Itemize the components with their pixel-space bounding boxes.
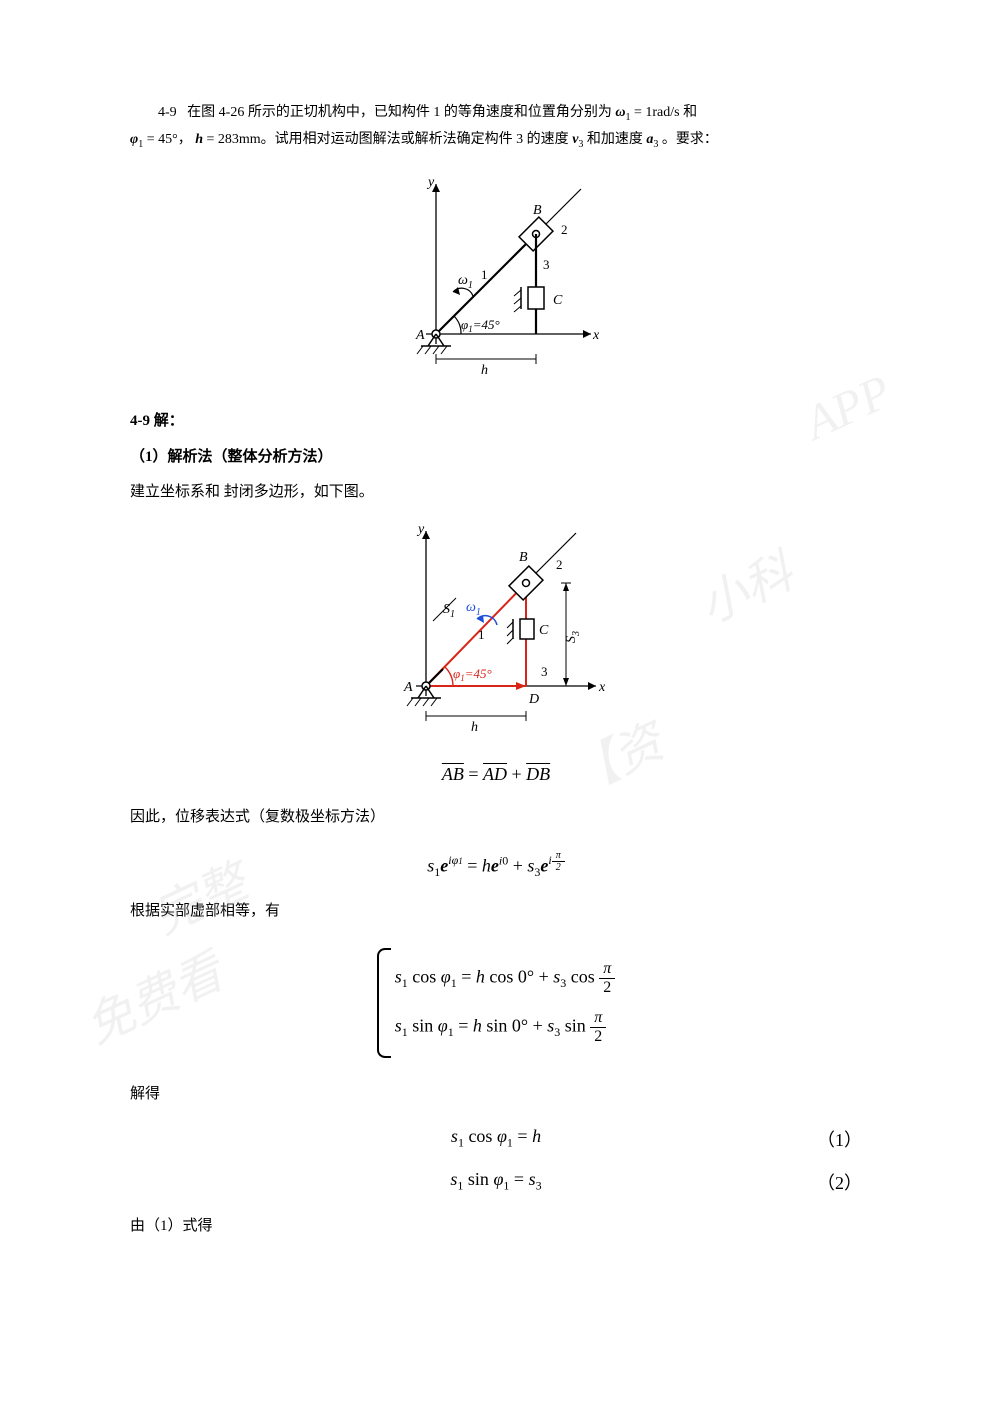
a3-pre: 和加速度 bbox=[587, 132, 647, 147]
h-val: = 283mm。试用相对运动图解法或解析法确定构件 3 的速度 bbox=[207, 132, 573, 147]
vec-DB: DB bbox=[526, 764, 550, 784]
body-text-3: 根据实部虚部相等，有 bbox=[130, 897, 862, 926]
svg-text:A: A bbox=[415, 328, 425, 343]
complex-equation: s1eiφ1 = hei0 + s3eiπ2 bbox=[130, 850, 862, 880]
svg-text:x: x bbox=[598, 680, 606, 695]
svg-text:φ1=45°: φ1=45° bbox=[453, 666, 492, 683]
equation-system: s1 cos φ1 = h cos 0° + s3 cos π2 s1 sin … bbox=[130, 948, 862, 1058]
figure-2-svg: y x A B 2 3 C bbox=[371, 521, 621, 741]
subsection-1-heading: （1）解析法（整体分析方法） bbox=[130, 445, 862, 466]
body-text-4: 解得 bbox=[130, 1080, 862, 1109]
svg-text:y: y bbox=[416, 522, 425, 537]
svg-text:2: 2 bbox=[561, 222, 568, 237]
svg-text:C: C bbox=[539, 623, 549, 638]
problem-text: 在图 4-26 所示的正切机构中，已知构件 1 的等角速度和位置角分别为 bbox=[187, 105, 615, 120]
svg-text:y: y bbox=[426, 175, 435, 190]
result-equation-1: s1 cos φ1 = h （1） bbox=[130, 1126, 862, 1151]
eq-number-2: （2） bbox=[817, 1169, 862, 1195]
solution-heading: 4-9 解： bbox=[130, 409, 862, 430]
figure-1-svg: y x A B 2 3 C 1 ω1 bbox=[381, 174, 611, 384]
svg-text:3: 3 bbox=[541, 664, 548, 679]
vec-AD: AD bbox=[483, 764, 507, 784]
problem-number: 4-9 bbox=[158, 105, 177, 120]
svg-text:C: C bbox=[553, 293, 563, 308]
a3-sub: 3 bbox=[653, 139, 658, 150]
omega-val: = 1rad/s 和 bbox=[634, 105, 697, 120]
vector-equation: AB = AD + DB bbox=[130, 764, 862, 785]
figure-1: y x A B 2 3 C 1 ω1 bbox=[130, 174, 862, 389]
svg-text:φ1=45°: φ1=45° bbox=[461, 317, 500, 334]
omega-symbol: ω bbox=[615, 105, 625, 120]
body-text-1: 建立坐标系和 封闭多边形，如下图。 bbox=[130, 478, 862, 507]
eq-number-1: （1） bbox=[817, 1126, 862, 1152]
svg-text:D: D bbox=[528, 692, 539, 707]
omega-sub: 1 bbox=[625, 112, 630, 123]
result-equation-2: s1 sin φ1 = s3 （2） bbox=[130, 1169, 862, 1194]
body-text-5: 由（1）式得 bbox=[130, 1212, 862, 1241]
svg-text:h: h bbox=[481, 363, 488, 378]
svg-text:S3: S3 bbox=[564, 631, 582, 643]
phi-sub: 1 bbox=[138, 139, 143, 150]
body-text-2: 因此，位移表达式（复数极坐标方法） bbox=[130, 803, 862, 832]
svg-text:B: B bbox=[519, 550, 528, 565]
phi-symbol: φ bbox=[130, 132, 138, 147]
svg-text:B: B bbox=[533, 203, 542, 218]
vec-AB: AB bbox=[442, 764, 464, 784]
statement-end: 。要求： bbox=[662, 132, 718, 147]
svg-text:h: h bbox=[471, 720, 478, 735]
problem-statement: 4-9 在图 4-26 所示的正切机构中，已知构件 1 的等角速度和位置角分别为… bbox=[130, 100, 862, 154]
svg-text:1: 1 bbox=[478, 627, 485, 642]
v3-sub: 3 bbox=[578, 139, 583, 150]
svg-text:2: 2 bbox=[556, 557, 563, 572]
svg-text:1: 1 bbox=[481, 267, 488, 282]
phi-val: = 45°， bbox=[147, 132, 192, 147]
svg-text:3: 3 bbox=[543, 257, 550, 272]
figure-2: y x A B 2 3 C bbox=[130, 521, 862, 746]
h-symbol: h bbox=[195, 132, 203, 147]
svg-text:A: A bbox=[403, 680, 413, 695]
svg-text:ω1: ω1 bbox=[466, 600, 481, 618]
svg-text:x: x bbox=[592, 328, 600, 343]
